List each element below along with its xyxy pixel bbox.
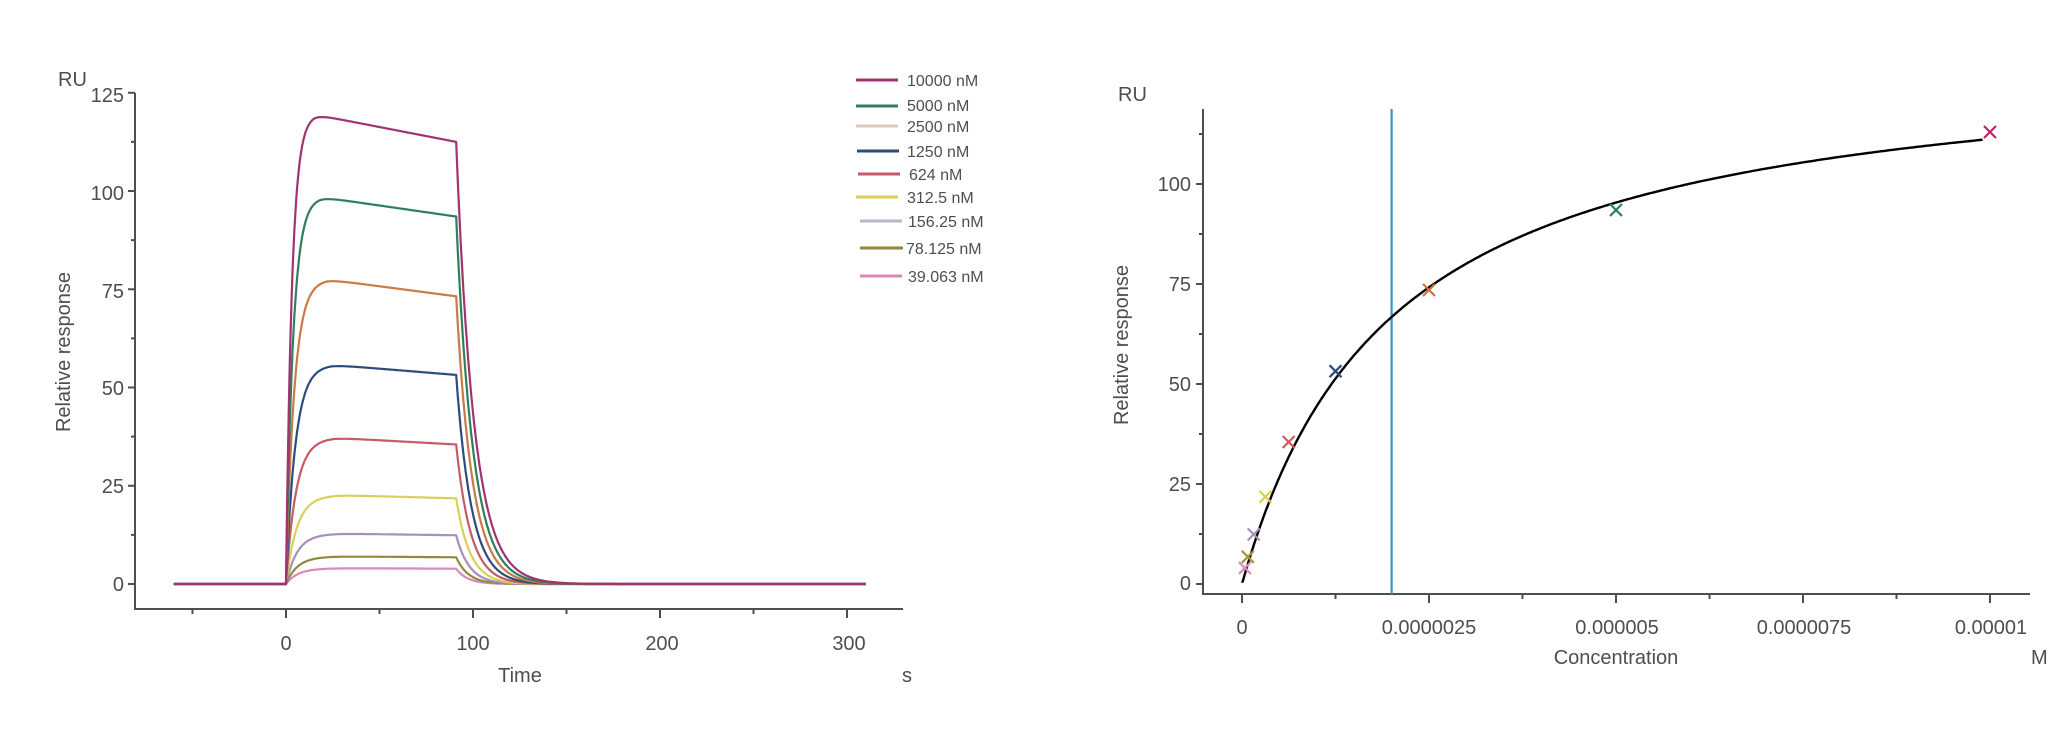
left-x-tick-300: 300: [832, 633, 865, 655]
right-axes: [1196, 109, 2030, 603]
left-x-axis-title: Time: [498, 665, 542, 687]
legend-label-5000nM: 5000 nM: [907, 98, 969, 115]
data-point-1250nM: [1328, 364, 1343, 378]
left-x-tick-100: 100: [456, 633, 489, 655]
right-x-tick-0: 0: [1236, 617, 1247, 639]
data-point-624nM: [1281, 435, 1296, 449]
sensorgram-curve-5000nM: [173, 198, 866, 586]
sensorgram-curve-1250nM: [173, 365, 866, 586]
legend-label-78.125nM: 78.125 nM: [906, 241, 982, 258]
x-marker-icon: [1246, 527, 1261, 542]
right-x-unit-label: M: [2031, 647, 2048, 669]
legend-item: 10000 nM: [856, 73, 978, 90]
legend-label-10000nM: 10000 nM: [907, 73, 978, 90]
legend-label-156.25nM: 156.25 nM: [908, 214, 984, 231]
data-points: [1238, 125, 1997, 575]
x-marker-icon: [1241, 550, 1255, 564]
left-y-unit-label: RU: [58, 69, 87, 91]
data-point-39.063nM: [1238, 561, 1252, 575]
data-point-156.25nM: [1246, 527, 1261, 542]
x-marker-icon: [1983, 125, 1997, 139]
left-y-tick-25: 25: [102, 476, 124, 498]
left-x-tick-200: 200: [645, 633, 678, 655]
legend-label-2500nM: 2500 nM: [907, 119, 969, 136]
right-y-tick-labels: 0 25 50 75 100: [1158, 174, 1191, 595]
left-y-tick-75: 75: [102, 281, 124, 303]
right-x-tick-0.0000075: 0.0000075: [1757, 617, 1852, 639]
legend-label-312.5nM: 312.5 nM: [907, 190, 974, 207]
left-y-tick-125: 125: [91, 85, 124, 107]
left-y-tick-100: 100: [91, 183, 124, 205]
right-y-tick-0: 0: [1180, 573, 1191, 595]
left-y-tick-labels: 0 25 50 75 100 125: [91, 85, 124, 596]
legend-label-39.063nM: 39.063 nM: [908, 269, 984, 286]
affinity-chart: RU Relative response 0 25 50 75 100 0 0.…: [1111, 84, 2048, 669]
x-marker-icon: [1258, 490, 1273, 504]
legend-item: 78.125 nM: [860, 241, 982, 258]
right-x-tick-0.00001: 0.00001: [1955, 617, 2027, 639]
right-x-axis-title: Concentration: [1554, 647, 1679, 669]
legend-item: 312.5 nM: [856, 190, 974, 207]
left-x-unit-label: s: [902, 665, 912, 687]
legend-label-624nM: 624 nM: [909, 167, 962, 184]
x-marker-icon: [1281, 435, 1296, 449]
legend: 10000 nM 5000 nM 2500 nM 1250 nM 624 nM …: [856, 73, 984, 286]
left-y-axis-title: Relative response: [53, 272, 75, 432]
legend-item: 5000 nM: [856, 98, 969, 115]
sensorgram-curves: [173, 115, 866, 586]
left-x-tick-0: 0: [280, 633, 291, 655]
data-point-312.5nM: [1258, 490, 1273, 504]
sensorgram-curve-624nM: [173, 437, 866, 586]
left-axes: [128, 91, 903, 618]
left-y-tick-50: 50: [102, 378, 124, 400]
right-y-tick-25: 25: [1169, 474, 1191, 496]
data-point-2500nM: [1422, 283, 1436, 297]
x-marker-icon: [1328, 364, 1343, 378]
right-y-axis-title: Relative response: [1111, 265, 1133, 425]
legend-label-1250nM: 1250 nM: [907, 144, 969, 161]
sensorgram-curve-2500nM: [173, 280, 866, 586]
right-y-tick-75: 75: [1169, 274, 1191, 296]
fit-curve: [1241, 138, 1983, 583]
legend-item: 624 nM: [858, 167, 962, 184]
x-marker-icon: [1422, 283, 1436, 297]
sensorgram-chart: RU Relative response 0 25 50 75 100 125 …: [53, 69, 984, 687]
legend-item: 39.063 nM: [860, 269, 984, 286]
legend-item: 2500 nM: [856, 119, 969, 136]
x-marker-icon: [1609, 203, 1623, 217]
legend-item: 156.25 nM: [860, 214, 984, 231]
data-point-10000nM: [1983, 125, 1997, 139]
sensorgram-curve-10000nM: [173, 115, 866, 586]
legend-item: 1250 nM: [857, 144, 969, 161]
right-y-tick-100: 100: [1158, 174, 1191, 196]
data-point-5000nM: [1609, 203, 1623, 217]
left-x-tick-labels: 0 100 200 300: [280, 633, 865, 655]
right-y-unit-label: RU: [1118, 84, 1147, 106]
right-y-tick-50: 50: [1169, 374, 1191, 396]
right-x-tick-0.0000025: 0.0000025: [1382, 617, 1477, 639]
data-point-78.125nM: [1241, 550, 1255, 564]
x-marker-icon: [1238, 561, 1252, 575]
right-x-tick-0.000005: 0.000005: [1575, 617, 1658, 639]
right-x-tick-labels: 0 0.0000025 0.000005 0.0000075 0.00001: [1236, 617, 2027, 639]
left-y-tick-0: 0: [113, 574, 124, 596]
